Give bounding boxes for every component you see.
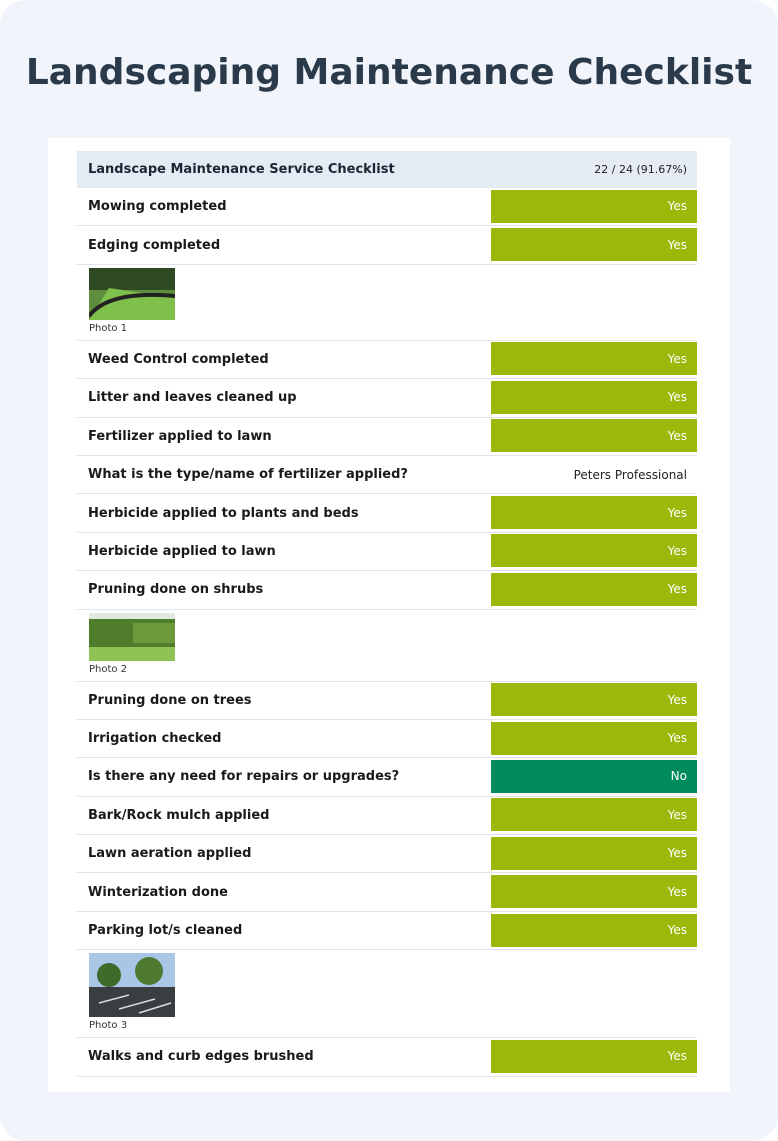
- checklist-row: Herbicide applied to lawn Yes: [77, 533, 697, 572]
- photo-block: Photo 3: [77, 950, 697, 1039]
- item-label: Herbicide applied to lawn: [88, 543, 276, 559]
- item-label: Edging completed: [88, 237, 221, 253]
- checklist-row: Bark/Rock mulch applied Yes: [77, 797, 697, 836]
- checklist-row: Lawn aeration applied Yes: [77, 835, 697, 874]
- checklist-row: Walks and curb edges brushed Yes: [77, 1038, 697, 1077]
- checklist-name: Landscape Maintenance Service Checklist: [88, 162, 395, 177]
- item-label: Weed Control completed: [88, 351, 269, 367]
- photo-block: Photo 1: [77, 265, 697, 341]
- item-label: Pruning done on trees: [88, 692, 252, 708]
- photo-block: Photo 2: [77, 610, 697, 682]
- item-label: Parking lot/s cleaned: [88, 923, 243, 939]
- checklist-row: Mowing completed Yes: [77, 188, 697, 227]
- item-label: Litter and leaves cleaned up: [88, 390, 297, 406]
- item-label: Bark/Rock mulch applied: [88, 807, 270, 823]
- item-label: What is the type/name of fertilizer appl…: [88, 467, 408, 483]
- answer-badge: Yes: [491, 189, 697, 223]
- photo[interactable]: [89, 953, 175, 1018]
- photo-caption: Photo 2: [89, 663, 128, 675]
- answer-badge: Yes: [491, 342, 697, 376]
- checklist-row: Edging completed Yes: [77, 226, 697, 265]
- answer-badge: Yes: [491, 496, 697, 530]
- card: Landscape Maintenance Service Checklist …: [48, 138, 730, 1092]
- answer-badge: Yes: [491, 1039, 697, 1073]
- item-label: Fertilizer applied to lawn: [88, 428, 272, 444]
- answer-badge: Yes: [491, 721, 697, 755]
- answer-badge: No: [491, 759, 697, 793]
- checklist-row: Parking lot/s cleaned Yes: [77, 912, 697, 951]
- checklist-row: Winterization done Yes: [77, 873, 697, 912]
- answer-badge: Yes: [491, 683, 697, 717]
- item-label: Is there any need for repairs or upgrade…: [88, 769, 400, 785]
- answer-badge: Yes: [491, 380, 697, 414]
- checklist-score: 22 / 24 (91.67%): [594, 163, 687, 176]
- page-title: Landscaping Maintenance Checklist: [25, 52, 753, 93]
- answer-badge: Yes: [491, 836, 697, 870]
- photo-caption: Photo 1: [89, 322, 128, 334]
- item-label: Irrigation checked: [88, 731, 222, 747]
- checklist-row: Pruning done on shrubs Yes: [77, 571, 697, 610]
- answer-text: Peters Professional: [573, 467, 687, 482]
- answer-badge: Yes: [491, 913, 697, 947]
- checklist-header: Landscape Maintenance Service Checklist …: [77, 151, 697, 188]
- checklist-row: Weed Control completed Yes: [77, 341, 697, 380]
- checklist-row: What is the type/name of fertilizer appl…: [77, 456, 697, 495]
- answer-badge: Yes: [491, 534, 697, 568]
- item-label: Mowing completed: [88, 199, 227, 215]
- checklist-row: Litter and leaves cleaned up Yes: [77, 379, 697, 418]
- item-label: Winterization done: [88, 884, 228, 900]
- item-label: Walks and curb edges brushed: [88, 1049, 314, 1065]
- answer-badge: Yes: [491, 572, 697, 606]
- item-label: Herbicide applied to plants and beds: [88, 505, 359, 521]
- photo-caption: Photo 3: [89, 1020, 128, 1032]
- answer-badge: Yes: [491, 419, 697, 453]
- answer-badge: Yes: [491, 875, 697, 909]
- item-label: Pruning done on shrubs: [88, 582, 264, 598]
- checklist-row: Herbicide applied to plants and beds Yes: [77, 494, 697, 533]
- checklist-row: Fertilizer applied to lawn Yes: [77, 418, 697, 456]
- checklist-row: Is there any need for repairs or upgrade…: [77, 758, 697, 797]
- item-label: Lawn aeration applied: [88, 846, 252, 862]
- checklist: Landscape Maintenance Service Checklist …: [77, 151, 697, 1077]
- photo[interactable]: [89, 612, 175, 661]
- checklist-row: Irrigation checked Yes: [77, 720, 697, 759]
- answer-badge: Yes: [491, 228, 697, 262]
- answer-badge: Yes: [491, 798, 697, 832]
- photo[interactable]: [89, 267, 175, 320]
- checklist-row: Pruning done on trees Yes: [77, 682, 697, 720]
